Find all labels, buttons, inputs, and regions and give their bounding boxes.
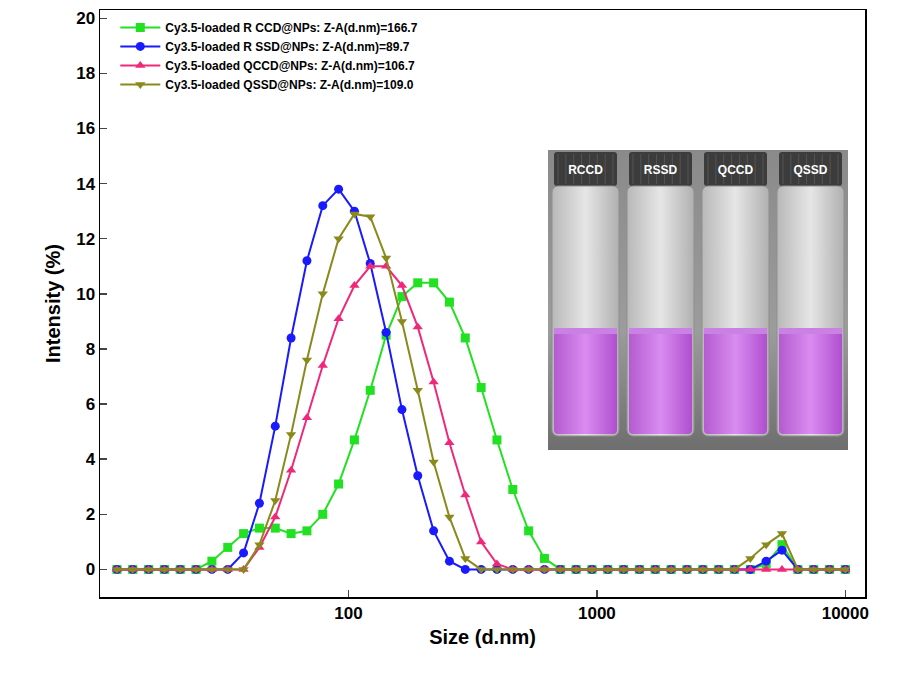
svg-text:QCCD: QCCD bbox=[718, 163, 754, 177]
svg-text:0: 0 bbox=[86, 560, 95, 579]
svg-text:18: 18 bbox=[76, 64, 95, 83]
svg-text:6: 6 bbox=[86, 395, 95, 414]
svg-text:Intensity (%): Intensity (%) bbox=[42, 244, 64, 363]
svg-text:8: 8 bbox=[86, 340, 95, 359]
svg-text:20: 20 bbox=[76, 9, 95, 28]
svg-text:RSSD: RSSD bbox=[644, 163, 678, 177]
svg-text:Cy3.5-loaded R SSD@NPs: Z-A(d.: Cy3.5-loaded R SSD@NPs: Z-A(d.nm)=89.7 bbox=[165, 40, 409, 54]
svg-text:Cy3.5-loaded QCCD@NPs: Z-A(d.n: Cy3.5-loaded QCCD@NPs: Z-A(d.nm)=106.7 bbox=[165, 59, 415, 73]
svg-text:10000: 10000 bbox=[822, 604, 869, 623]
svg-text:12: 12 bbox=[76, 230, 95, 249]
svg-text:4: 4 bbox=[86, 450, 96, 469]
svg-text:10: 10 bbox=[76, 285, 95, 304]
svg-text:2: 2 bbox=[86, 505, 95, 524]
svg-text:100: 100 bbox=[334, 604, 362, 623]
svg-text:Size (d.nm): Size (d.nm) bbox=[429, 626, 536, 648]
svg-text:1000: 1000 bbox=[578, 604, 616, 623]
svg-text:16: 16 bbox=[76, 119, 95, 138]
svg-text:Cy3.5-loaded QSSD@NPs: Z-A(d.n: Cy3.5-loaded QSSD@NPs: Z-A(d.nm)=109.0 bbox=[165, 78, 413, 92]
svg-text:QSSD: QSSD bbox=[793, 163, 827, 177]
svg-text:14: 14 bbox=[76, 175, 95, 194]
svg-text:Cy3.5-loaded R CCD@NPs: Z-A(d.: Cy3.5-loaded R CCD@NPs: Z-A(d.nm)=166.7 bbox=[165, 21, 417, 35]
svg-text:RCCD: RCCD bbox=[568, 163, 603, 177]
